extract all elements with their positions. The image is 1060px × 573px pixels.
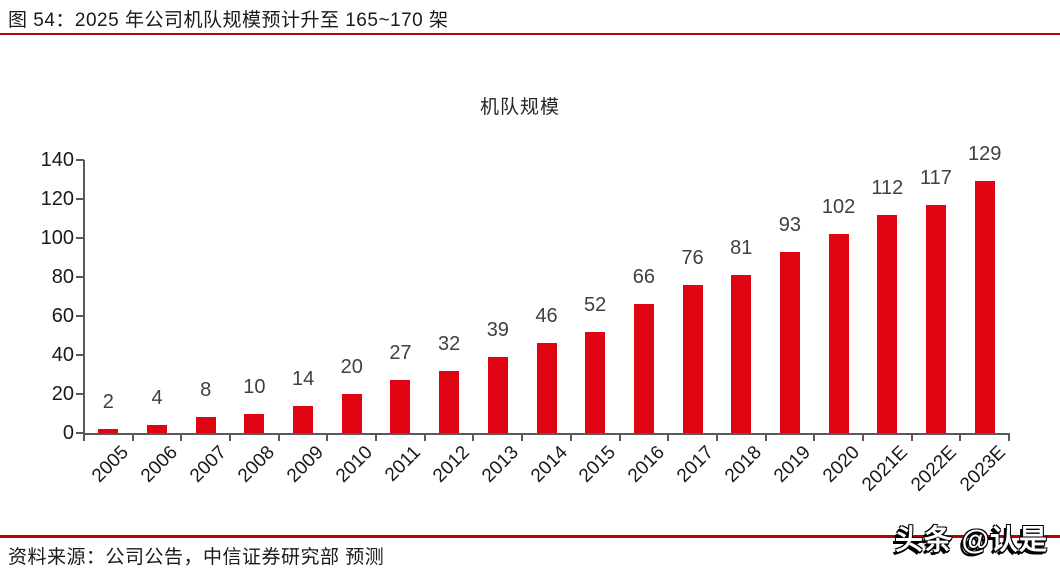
y-axis-line <box>83 160 85 433</box>
y-tick-label: 100 <box>40 227 74 249</box>
x-tick-mark <box>618 433 621 441</box>
data-source-note: 资料来源：公司公告，中信证券研究部 预测 <box>8 547 385 568</box>
x-tick-mark <box>83 433 85 441</box>
x-tick-mark <box>959 433 962 441</box>
y-tick-mark <box>76 315 84 317</box>
x-axis-line <box>84 433 1009 435</box>
watermark: 头条 @认是 <box>894 524 1048 555</box>
bar <box>536 343 557 433</box>
bar <box>147 425 168 433</box>
y-tick-mark <box>76 159 84 161</box>
y-tick-label: 0 <box>62 422 74 444</box>
bar-value-label: 39 <box>486 318 509 341</box>
x-tick-mark <box>521 433 524 441</box>
bar-value-label: 32 <box>438 332 461 355</box>
bar-value-label: 76 <box>681 246 704 269</box>
y-tick-mark <box>76 393 84 395</box>
bottom-rule-divider <box>0 535 1060 538</box>
bar <box>195 417 216 433</box>
x-tick-mark <box>180 433 183 441</box>
y-tick-mark <box>76 354 84 356</box>
bar-value-label: 52 <box>584 293 607 316</box>
bar-value-label: 117 <box>920 166 952 189</box>
bar <box>828 234 849 433</box>
bar-value-label: 129 <box>967 143 1002 166</box>
bar <box>439 370 460 433</box>
y-tick-mark <box>76 276 84 278</box>
x-tick-mark <box>472 433 475 441</box>
bar-value-label: 27 <box>389 342 412 365</box>
bar <box>390 380 411 433</box>
x-tick-mark <box>715 433 718 441</box>
x-tick-mark <box>277 433 280 441</box>
bar <box>779 251 800 433</box>
x-tick-mark <box>764 433 767 441</box>
x-tick-mark <box>423 433 426 441</box>
x-tick-mark <box>910 433 913 441</box>
y-tick-label: 120 <box>40 188 74 210</box>
bar-value-label: 14 <box>291 367 315 390</box>
y-tick-label: 20 <box>51 383 74 405</box>
bar <box>731 275 752 433</box>
top-rule-divider <box>0 33 1060 35</box>
y-tick-mark <box>76 198 84 200</box>
bar <box>974 181 995 433</box>
y-tick-mark <box>76 237 84 239</box>
x-tick-mark <box>667 433 670 441</box>
y-tick-label: 40 <box>51 344 74 366</box>
bar-value-label: 66 <box>632 266 655 289</box>
y-tick-label: 140 <box>40 149 74 171</box>
bar-value-label: 46 <box>535 305 558 328</box>
bar-value-label: 81 <box>730 237 753 260</box>
x-tick-mark <box>326 433 329 441</box>
y-tick-mark <box>76 432 84 434</box>
bar <box>877 214 898 433</box>
x-tick-mark <box>1008 433 1010 441</box>
bar <box>585 331 606 433</box>
bar <box>244 413 265 433</box>
bar-value-label: 20 <box>340 356 363 378</box>
bar <box>98 429 119 433</box>
figure-caption: 图 54：2025 年公司机队规模预计升至 165~170 架 <box>8 10 449 31</box>
bar-value-label: 10 <box>243 375 266 398</box>
y-tick-label: 60 <box>51 305 74 327</box>
bar-value-label: 2 <box>102 391 114 414</box>
bar-value-label: 8 <box>200 379 212 402</box>
x-tick-mark <box>813 433 816 441</box>
x-tick-mark <box>375 433 378 441</box>
x-tick-mark <box>131 433 134 441</box>
bar <box>633 304 654 433</box>
x-tick-mark <box>569 433 572 441</box>
bar <box>925 204 946 433</box>
bar-value-label: 4 <box>151 387 163 410</box>
bar <box>293 405 314 433</box>
x-tick-mark <box>861 433 864 441</box>
bar-value-label: 93 <box>778 213 802 236</box>
bar-value-label: 112 <box>871 176 904 199</box>
y-tick-label: 80 <box>51 266 74 288</box>
bar-value-label: 102 <box>821 196 856 219</box>
x-tick-mark <box>229 433 232 441</box>
bar <box>341 394 362 433</box>
bar <box>682 284 703 433</box>
chart-title: 机队规模 <box>479 97 560 118</box>
bar <box>487 356 508 433</box>
